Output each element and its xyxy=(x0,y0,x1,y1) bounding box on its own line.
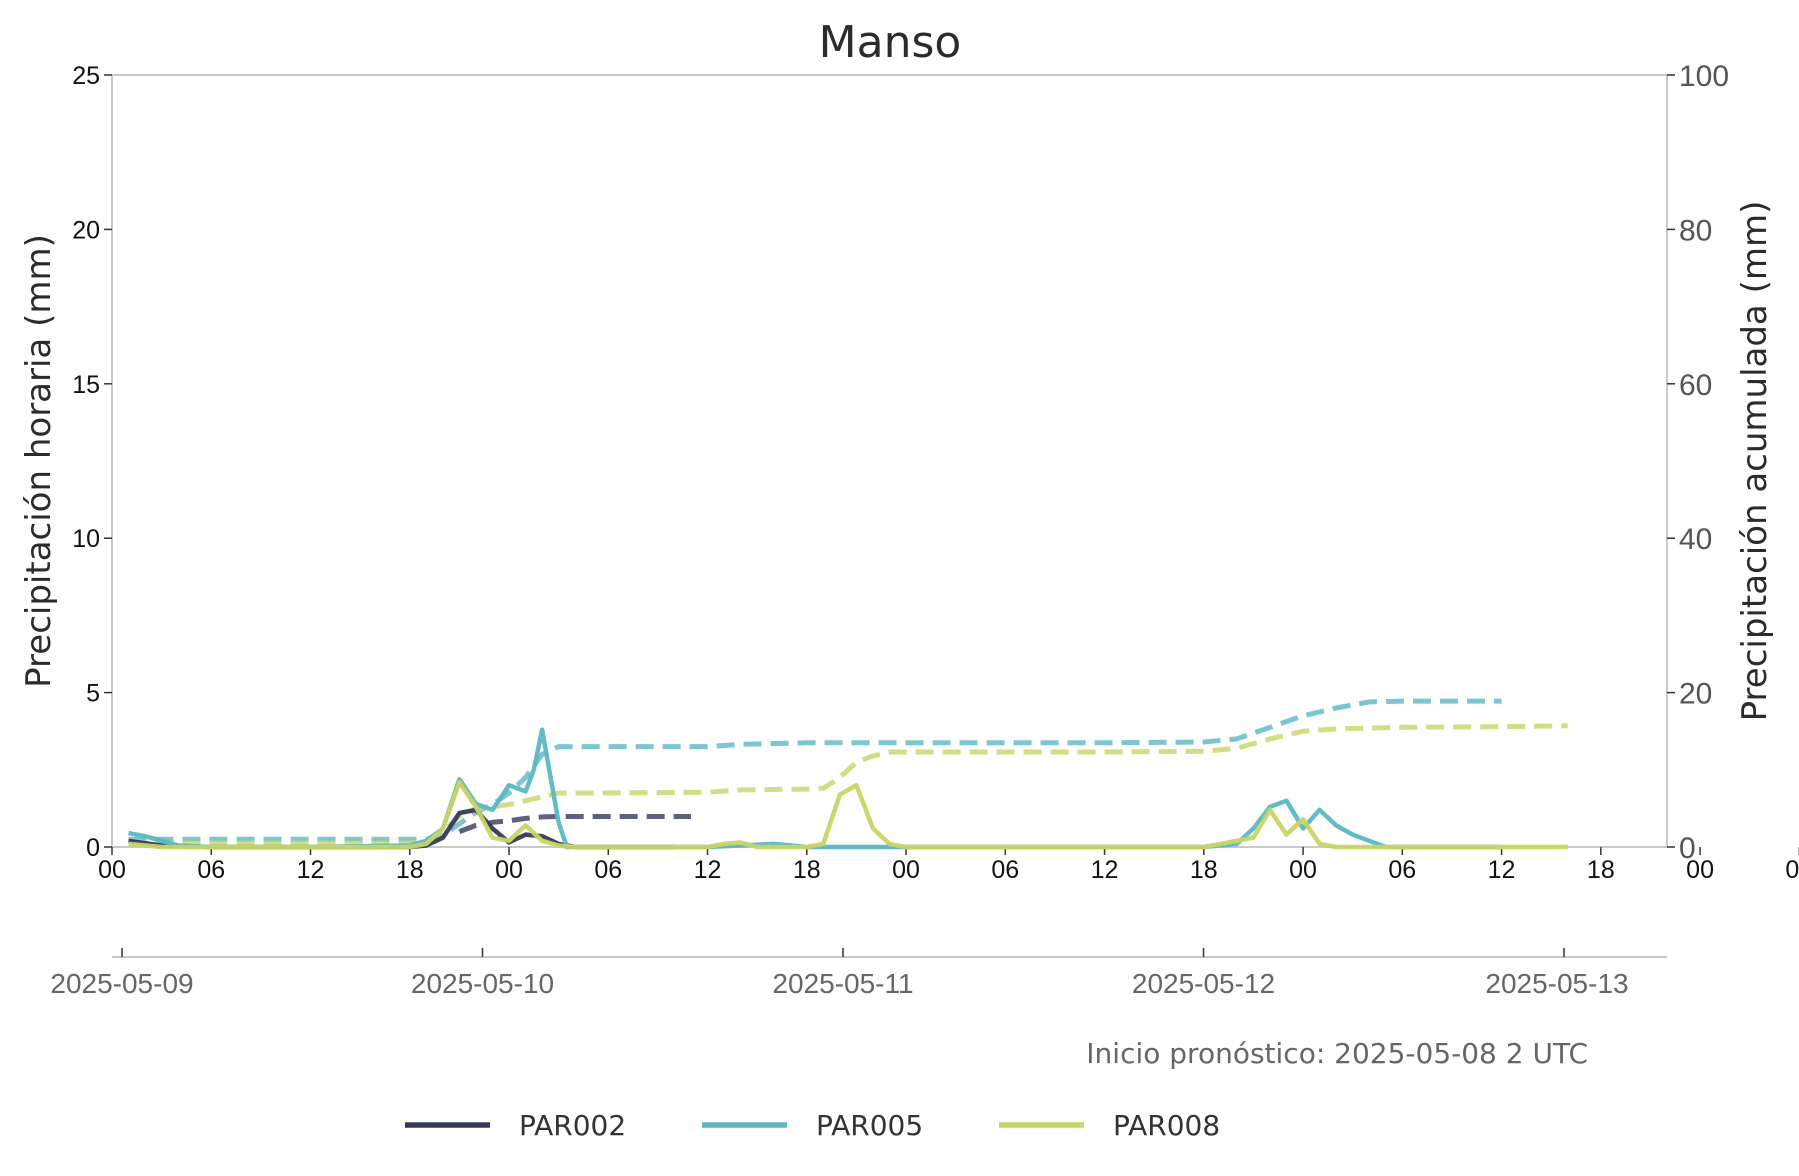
right-axis: 0 20 40 60 80 100 xyxy=(1667,60,1729,865)
date-axis: 2025-05-09 2025-05-10 2025-05-11 2025-05-12… xyxy=(50,948,1629,999)
left-tick-label: 15 xyxy=(72,371,100,399)
series-cumulative-line xyxy=(458,814,691,834)
date-tick-label: 2025-05-12 xyxy=(1132,968,1275,999)
left-tick-label: 20 xyxy=(72,216,100,244)
plot-frame xyxy=(111,74,1668,848)
hour-tick-label: 06 xyxy=(991,856,1019,884)
hour-tick-label: 12 xyxy=(694,856,722,884)
date-tick-label: 2025-05-11 xyxy=(772,968,913,999)
left-tick-label: 10 xyxy=(72,525,100,553)
hour-tick-label: 00 xyxy=(1289,856,1317,884)
forecast-start-note: Inicio pronóstico: 2025-05-08 2 UTC xyxy=(1086,1037,1588,1070)
series-hourly-line xyxy=(128,727,1502,850)
legend-label: PAR005 xyxy=(816,1109,923,1142)
hour-axis: 00 06 12 18 00 06 12 18 00 06 12 18 00 06 12 18 00 06 xyxy=(98,847,1799,884)
hour-tick-label: 06 xyxy=(197,856,225,884)
series-cumulative-line xyxy=(128,723,1568,846)
left-axis: 0 5 10 15 20 25 xyxy=(72,62,112,862)
right-tick-label: 20 xyxy=(1679,678,1712,711)
hour-tick-label: 18 xyxy=(396,856,424,884)
right-axis-label: Precipitación acumulada (mm) xyxy=(1735,201,1775,722)
hour-tick-label: 00 xyxy=(98,856,126,884)
hour-tick-label: 06 xyxy=(594,856,622,884)
series-layer xyxy=(128,698,1568,850)
date-tick-label: 2025-05-09 xyxy=(50,968,193,999)
hour-tick-label: 12 xyxy=(1488,856,1516,884)
right-tick-label: 0 xyxy=(1679,832,1696,865)
left-tick-label: 0 xyxy=(86,834,100,862)
left-axis-label: Precipitación horaria (mm) xyxy=(19,234,59,688)
legend-label: PAR008 xyxy=(1113,1109,1220,1142)
right-tick-label: 40 xyxy=(1679,523,1712,556)
hour-tick-label: 18 xyxy=(1587,856,1615,884)
hour-tick-label: 12 xyxy=(1091,856,1119,884)
right-tick-label: 100 xyxy=(1679,60,1729,93)
hour-tick-label: 18 xyxy=(793,856,821,884)
hour-tick-label: 00 xyxy=(1686,856,1714,884)
legend-label: PAR002 xyxy=(519,1109,626,1142)
series-hourly-line xyxy=(128,779,1568,850)
hour-tick-label: 12 xyxy=(297,856,325,884)
date-tick-label: 2025-05-13 xyxy=(1485,968,1628,999)
right-tick-label: 80 xyxy=(1679,214,1712,247)
right-tick-label: 60 xyxy=(1679,369,1712,402)
hour-tick-label: 06 xyxy=(1785,856,1799,884)
hour-tick-label: 00 xyxy=(495,856,523,884)
date-tick-label: 2025-05-10 xyxy=(411,968,554,999)
left-tick-label: 5 xyxy=(86,680,100,708)
chart-title: Manso xyxy=(819,17,962,68)
hour-tick-label: 00 xyxy=(892,856,920,884)
left-tick-label: 25 xyxy=(72,62,100,90)
legend: PAR002 PAR005 PAR008 xyxy=(405,1109,1220,1142)
hour-tick-label: 06 xyxy=(1388,856,1416,884)
hour-tick-label: 18 xyxy=(1190,856,1218,884)
